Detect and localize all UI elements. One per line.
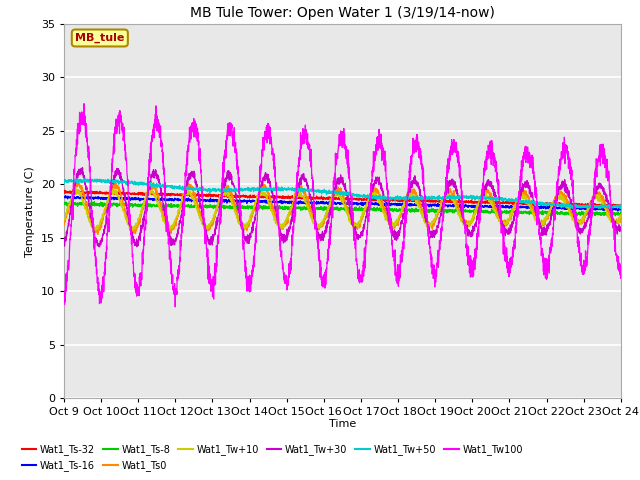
Title: MB Tule Tower: Open Water 1 (3/19/14-now): MB Tule Tower: Open Water 1 (3/19/14-now… xyxy=(190,6,495,20)
Y-axis label: Temperature (C): Temperature (C) xyxy=(26,166,35,257)
Legend: Wat1_Ts-32, Wat1_Ts-16, Wat1_Ts-8, Wat1_Ts0, Wat1_Tw+10, Wat1_Tw+30, Wat1_Tw+50,: Wat1_Ts-32, Wat1_Ts-16, Wat1_Ts-8, Wat1_… xyxy=(18,441,527,475)
X-axis label: Time: Time xyxy=(329,419,356,429)
Text: MB_tule: MB_tule xyxy=(75,33,125,43)
